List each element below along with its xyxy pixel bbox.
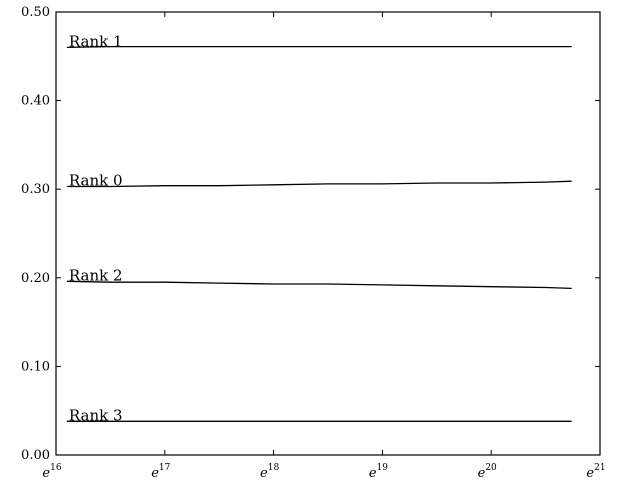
x-tick-label: e19 [369, 463, 388, 481]
y-tick-label: 0.00 [21, 448, 50, 463]
series-label: Rank 0 [69, 172, 123, 190]
series-line-rank-0 [66, 180, 572, 188]
series-layer [66, 45, 572, 422]
plot-frame [55, 11, 601, 456]
y-tick-label: 0.20 [21, 271, 50, 286]
x-tick-label: e16 [42, 463, 61, 481]
y-tick-label: 0.30 [21, 182, 50, 197]
y-tick-label: 0.50 [21, 5, 50, 20]
x-tick-label: e18 [260, 463, 279, 481]
series-label: Rank 1 [69, 32, 123, 50]
x-tick-label: e20 [478, 463, 497, 481]
series-label: Rank 2 [69, 266, 123, 284]
labels-layer: Rank 1 Rank 0 Rank 2 Rank 3 [69, 32, 123, 424]
y-tick-label: 0.10 [21, 359, 50, 374]
series-label: Rank 3 [69, 406, 123, 424]
y-tick-label: 0.40 [21, 94, 50, 109]
x-tick-label: e21 [586, 463, 605, 481]
series-line-rank-1 [66, 45, 572, 49]
x-tick-label: e17 [151, 463, 170, 481]
series-line-rank-2 [66, 280, 572, 290]
